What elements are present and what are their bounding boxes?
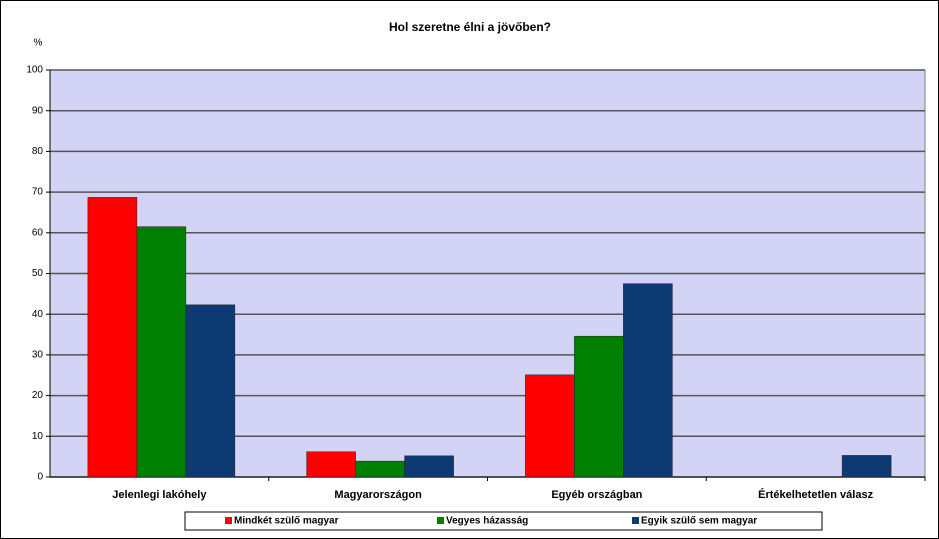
bar (574, 335, 624, 478)
y-tick-label: 70 (32, 187, 44, 198)
bar (623, 283, 673, 478)
y-tick-label: 20 (32, 390, 44, 401)
legend-swatch (437, 517, 444, 524)
chart-title: Hol szeretne élni a jövőben? (389, 20, 551, 34)
bar (87, 197, 138, 478)
legend-label: Vegyes házasság (446, 516, 528, 527)
y-tick-label: 50 (32, 268, 44, 279)
x-tick-label: Egyéb országban (551, 489, 642, 501)
x-tick-label: Értékelhetetlen válasz (758, 488, 873, 501)
bar (841, 455, 892, 478)
legend-label: Egyik szülő sem magyar (641, 516, 757, 527)
bar (404, 455, 454, 478)
bar (306, 451, 356, 478)
y-axis-label: % (34, 38, 43, 49)
y-tick-label: 80 (32, 146, 44, 157)
y-tick-label: 0 (37, 472, 43, 483)
legend-swatch (632, 517, 639, 524)
y-tick-label: 40 (32, 309, 44, 320)
bar (185, 304, 236, 478)
legend-label: Mindkét szülő magyar (234, 516, 339, 527)
y-tick-label: 100 (26, 65, 43, 76)
x-tick-label: Jelenlegi lakóhely (112, 489, 207, 501)
y-tick-label: 10 (32, 431, 44, 442)
legend-box (184, 511, 823, 531)
y-tick-label: 30 (32, 350, 44, 361)
bar (136, 226, 187, 478)
x-tick-label: Magyarországon (334, 489, 422, 501)
y-tick-label: 90 (32, 105, 44, 116)
bar (525, 374, 575, 478)
y-tick-label: 60 (32, 227, 44, 238)
bar (355, 460, 405, 478)
legend-swatch (225, 517, 232, 524)
